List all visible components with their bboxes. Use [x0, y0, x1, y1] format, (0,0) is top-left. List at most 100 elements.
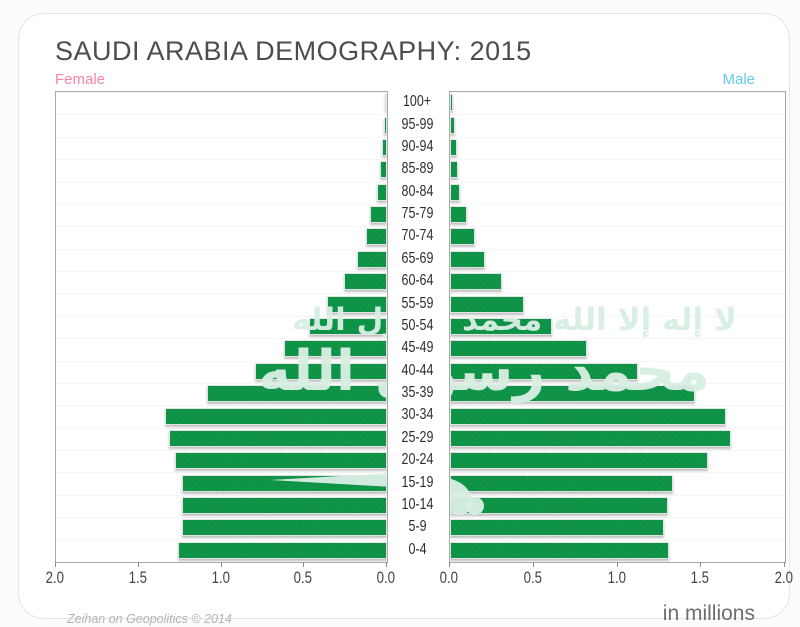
age-label-text: 85-89 — [401, 160, 434, 178]
bar-female-100plus — [385, 94, 387, 112]
axis-tick-label: 0.0 — [361, 568, 411, 588]
bar-male-10-14 — [450, 497, 668, 515]
page-title: SAUDI ARABIA DEMOGRAPHY: 2015 — [55, 36, 532, 66]
gridline — [56, 226, 387, 228]
gridline — [450, 181, 785, 183]
age-label-10-14: 10-14 — [386, 494, 449, 516]
bar-male-60-64 — [450, 273, 502, 291]
gridline — [450, 226, 785, 228]
age-label-text: 30-34 — [401, 406, 434, 424]
bar-male-35-39 — [450, 385, 695, 403]
gridline — [56, 382, 387, 384]
gridline — [450, 360, 785, 362]
gridline — [450, 293, 785, 295]
gridline — [56, 472, 387, 474]
axis-tick — [137, 562, 139, 567]
bar-male-30-34 — [450, 407, 727, 425]
axis-tick-label-text: 0.5 — [523, 568, 542, 587]
axis-tick-label-text: 0.0 — [376, 568, 396, 587]
axis-tick — [386, 562, 387, 567]
female-legend-text: Female — [55, 71, 106, 88]
bar-female-85-89 — [380, 161, 387, 179]
age-label-text: 0-4 — [408, 540, 427, 558]
age-label-text: 60-64 — [401, 272, 434, 290]
bar-female-55-59 — [327, 295, 387, 313]
age-label-100plus: 100+ — [386, 91, 449, 113]
female-legend-label: Female — [55, 71, 105, 88]
gridline — [450, 159, 785, 161]
bar-female-20-24 — [175, 452, 387, 470]
age-label-40-44: 40-44 — [386, 360, 449, 382]
gridline — [56, 159, 387, 161]
gridline — [56, 539, 387, 541]
age-label-text: 90-94 — [401, 137, 434, 155]
age-label-80-84: 80-84 — [386, 181, 449, 203]
bar-male-20-24 — [450, 452, 708, 470]
bar-female-15-19 — [181, 474, 387, 492]
age-label-55-59: 55-59 — [386, 292, 449, 314]
age-label-text: 40-44 — [401, 361, 434, 379]
bar-male-0-4 — [450, 541, 670, 559]
male-legend-text: Male — [722, 71, 755, 88]
age-label-60-64: 60-64 — [386, 270, 449, 292]
age-label-text: 10-14 — [401, 495, 434, 513]
age-label-text: 50-54 — [401, 316, 434, 334]
age-label-text: 15-19 — [401, 473, 434, 491]
axis-tick — [616, 562, 618, 567]
gridline — [56, 427, 387, 429]
gridline — [450, 338, 785, 340]
gridline — [450, 271, 785, 273]
gridline — [56, 92, 387, 93]
gridline — [56, 494, 387, 496]
bar-female-5-9 — [181, 519, 387, 537]
bar-female-70-74 — [365, 228, 387, 246]
axis-tick-label: 1.5 — [113, 568, 163, 588]
bar-male-40-44 — [450, 362, 638, 380]
age-label-0-4: 0-4 — [386, 539, 449, 561]
bar-female-35-39 — [206, 385, 387, 403]
axis-tick — [784, 562, 785, 567]
gridline — [56, 405, 387, 407]
age-group-axis: 100+ 95-99 90-94 85-89 80-84 75-79 70-74 65-69 6… — [386, 91, 449, 561]
bar-male-45-49 — [450, 340, 588, 358]
axis-tick — [700, 562, 702, 567]
bar-male-75-79 — [450, 206, 467, 224]
axis-tick-label: 0.5 — [278, 568, 328, 588]
axis-tick-label: 2.0 — [759, 568, 800, 588]
age-label-text: 80-84 — [401, 182, 434, 200]
gridline — [56, 136, 387, 138]
axis-tick-label: 0.0 — [424, 568, 474, 588]
age-label-text: 75-79 — [401, 205, 434, 223]
bar-male-50-54 — [450, 318, 553, 335]
bar-male-70-74 — [450, 228, 476, 246]
gridline — [450, 315, 785, 317]
age-label-5-9: 5-9 — [386, 516, 449, 538]
bar-male-95-99 — [450, 116, 456, 134]
age-label-65-69: 65-69 — [386, 248, 449, 270]
bar-female-60-64 — [343, 273, 387, 291]
gridline — [450, 92, 785, 93]
bar-male-90-94 — [450, 138, 457, 156]
bar-female-40-44 — [254, 362, 387, 380]
age-label-30-34: 30-34 — [386, 404, 449, 426]
gridline — [450, 517, 785, 519]
gridline — [56, 271, 387, 273]
axis-tick-label-text: 0.5 — [294, 568, 313, 587]
age-label-25-29: 25-29 — [386, 427, 449, 449]
gridline — [56, 181, 387, 183]
bar-male-25-29 — [450, 429, 732, 447]
gridline — [56, 338, 387, 340]
bar-female-80-84 — [377, 183, 387, 201]
bar-male-55-59 — [450, 295, 524, 313]
age-label-70-74: 70-74 — [386, 225, 449, 247]
bar-female-95-99 — [383, 116, 387, 134]
gridline — [450, 203, 785, 205]
gridline — [56, 360, 387, 362]
gridline — [450, 539, 785, 541]
age-label-50-54: 50-54 — [386, 315, 449, 337]
gridline — [450, 427, 785, 429]
age-label-text: 95-99 — [401, 115, 434, 133]
age-label-text: 45-49 — [401, 339, 434, 357]
